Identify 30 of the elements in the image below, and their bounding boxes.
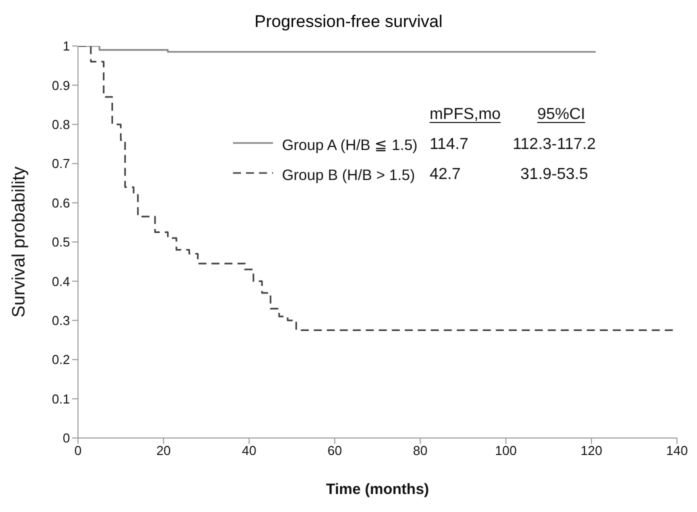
annotation: 95%CI [536, 105, 586, 125]
chart-title: Progression-free survival [253, 11, 444, 33]
y-tick-label: 0.2 [52, 352, 70, 368]
x-tick-label: 60 [327, 443, 342, 458]
y-tick-label: 0.9 [52, 78, 70, 93]
x-tick-label: 100 [495, 443, 517, 458]
x-tick-label: 80 [413, 443, 428, 458]
annotation: 31.9-53.5 [519, 165, 589, 185]
y-tick-label: 0.6 [52, 195, 70, 210]
annotation: mPFS,mo [428, 105, 502, 125]
annotation: 114.7 [428, 135, 470, 155]
y-tick-label: 0.5 [52, 234, 70, 250]
y-axis-title: Survival probability [8, 166, 28, 318]
y-tick-label: 1 [62, 38, 70, 54]
x-tick-label: 0 [74, 443, 82, 458]
y-tick-label: 0.4 [52, 274, 70, 289]
x-tick-label: 20 [156, 443, 171, 458]
x-tick-label: 40 [242, 443, 256, 458]
y-tick-label: 0.8 [52, 117, 70, 132]
y-tick-label: 0.3 [52, 313, 70, 328]
annotation: 42.7 [428, 165, 462, 185]
y-tick-label: 0.1 [52, 391, 70, 406]
x-axis-title: Time (months) [326, 481, 430, 498]
annotation: 112.3-117.2 [512, 135, 597, 155]
legend-label: Group B (H/B > 1.5) [281, 166, 416, 186]
x-tick-label: 120 [580, 443, 602, 458]
y-tick-label: 0.7 [52, 156, 70, 172]
y-tick-label: 0 [62, 430, 70, 446]
legend-label: Group A (H/B ≦ 1.5) [281, 136, 419, 156]
x-tick-label: 140 [666, 443, 688, 458]
